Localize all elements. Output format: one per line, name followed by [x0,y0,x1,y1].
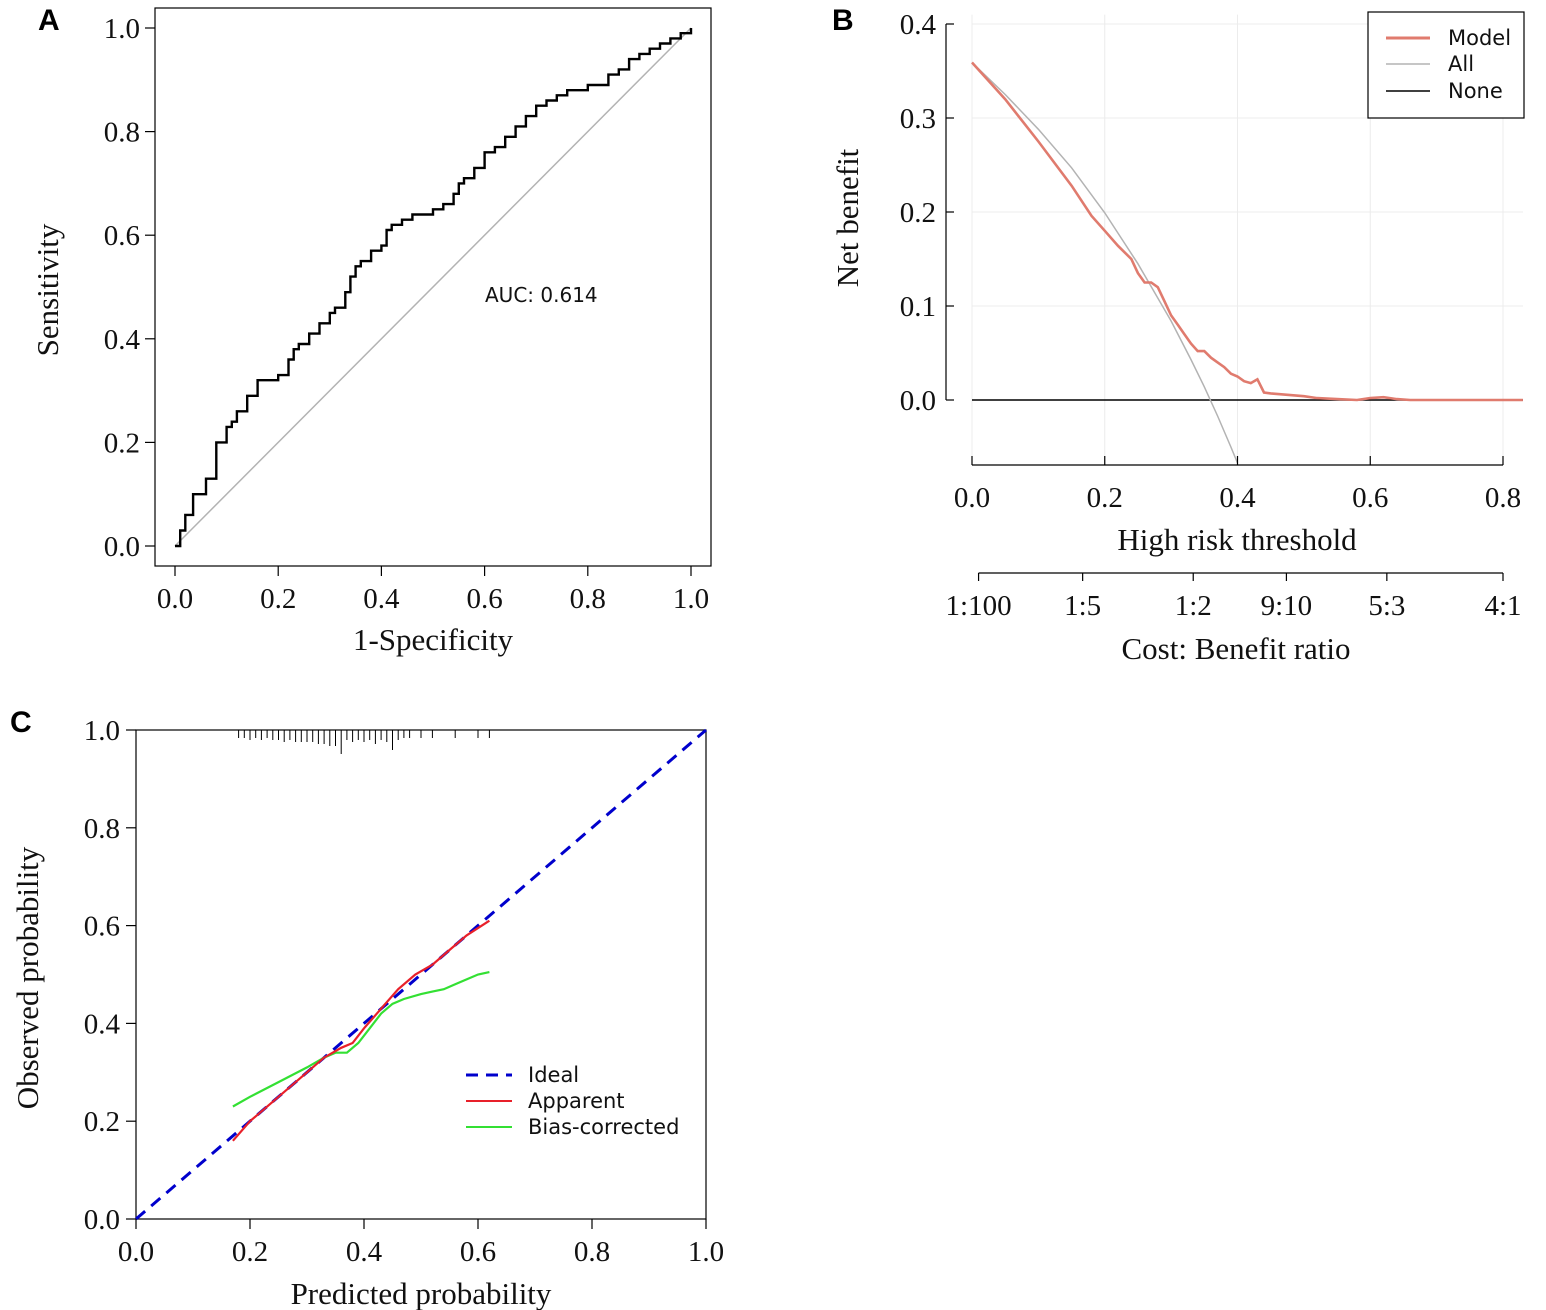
cost-benefit-axis: 1:100 1:5 1:2 9:10 5:3 4:1 [946,572,1522,622]
x-tick-label: 0.0 [954,482,990,514]
series-apparent-path [232,919,490,1142]
y-tick-label: 0.6 [84,911,120,943]
legend-label-apparent: Apparent [528,1089,625,1113]
panel-b-decision-curve: B 0.00.10.20.30.4 0.0 0.2 0.4 0.6 0.8 1:100 1… [830,4,1525,666]
x-tick-label: 0.2 [260,583,296,615]
legend-c: Ideal Apparent Bias-corrected [466,1063,679,1139]
y-tick-label: 0.6 [104,220,140,252]
x-axis-title-a: 1-Specificity [353,622,514,657]
x-tick-label: 0.6 [460,1236,496,1268]
cost-benefit-tick-label: 5:3 [1368,590,1405,622]
x-tick-label: 0.4 [363,583,400,615]
y-tick-label: 0.3 [900,103,936,135]
x-tick-label: 1.0 [673,583,709,615]
y-tick-label: 0.2 [104,427,140,459]
x-tick-label: 1.0 [688,1236,724,1268]
panel-letter-b: B [832,4,854,37]
y-tick-label: 1.0 [84,715,120,747]
y-tick-label: 0.0 [104,531,140,563]
plot-frame-a [154,7,712,567]
x-tick-label: 0.8 [570,583,606,615]
series-model-path [971,61,1523,402]
x-tick-label: 0.6 [1352,482,1388,514]
y-tick-label: 0.4 [900,9,937,41]
y-tick-label: 1.0 [104,13,140,45]
x-axis-b: 0.0 0.2 0.4 0.6 0.8 [954,456,1521,514]
legend-label-model: Model [1448,26,1511,50]
cost-benefit-tick-label: 1:2 [1175,590,1212,622]
y-axis-title-b: Net benefit [830,148,865,287]
legend-label-ideal: Ideal [528,1063,579,1087]
cost-benefit-tick-label: 4:1 [1484,590,1521,622]
y-tick-label: 0.4 [84,1008,121,1040]
y-axis-title-a: Sensitivity [30,223,65,356]
y-ticks-a: 0.0 0.2 0.4 0.6 0.8 1.0 [104,13,155,563]
series-all-path [971,61,1239,464]
series-ideal-path [135,728,707,1221]
x-tick-label: 0.0 [157,583,193,615]
x-tick-label: 0.2 [1087,482,1123,514]
reference-line-path [174,27,692,547]
y-tick-label: 0.8 [84,813,120,845]
y-tick-label: 0.0 [900,385,936,417]
y-tick-label: 0.1 [900,291,936,323]
series-b [971,61,1523,464]
series-c [135,728,707,1221]
y-tick-label: 0.0 [84,1204,120,1236]
cost-benefit-tick-label: 1:100 [946,590,1012,622]
cost-benefit-tick-label: 1:5 [1064,590,1101,622]
y-tick-label: 0.2 [900,197,936,229]
cost-benefit-axis-title: Cost: Benefit ratio [1121,631,1350,666]
x-tick-label: 0.2 [232,1236,268,1268]
panel-c-calibration-curve: C 0.0 0.2 0.4 0.6 0.8 1.0 0.00.20.40.60.81.0 … [10,706,724,1310]
x-tick-label: 0.6 [466,583,502,615]
series-bias-corrected-path [232,971,490,1108]
x-axis-title-b: High risk threshold [1117,522,1357,557]
y-tick-label: 0.4 [104,324,141,356]
legend-box-b [1367,11,1525,119]
x-ticks-c: 0.0 0.2 0.4 0.6 0.8 1.0 [118,1219,724,1268]
x-tick-label: 0.4 [1219,482,1256,514]
roc-curve-path [175,28,693,548]
x-tick-label: 0.8 [1485,482,1521,514]
panel-letter-c: C [10,706,32,739]
x-axis-title-c: Predicted probability [291,1276,552,1310]
legend-b: Model All None [1367,11,1525,119]
y-tick-label: 0.8 [104,117,140,149]
legend-label-none: None [1448,79,1503,103]
diagonal-reference-line [174,27,692,547]
roc-curve [175,28,693,548]
x-tick-label: 0.8 [574,1236,610,1268]
y-ticks-c: 0.0 0.2 0.4 0.6 0.8 1.0 [84,715,136,1236]
x-ticks-a: 0.0 0.2 0.4 0.6 0.8 1.0 [157,566,709,615]
plot-frame-c [135,729,707,1220]
y-axis-title-c: Observed probability [10,846,45,1109]
panel-letter-a: A [38,4,60,37]
cost-benefit-tick-label: 9:10 [1261,590,1313,622]
y-tick-label: 0.2 [84,1106,120,1138]
panel-a-roc-curve: A 0.0 0.2 0.4 0.6 0.8 1.0 0.00.20.40.60.81.0 … [30,4,712,657]
x-tick-label: 0.4 [346,1236,383,1268]
auc-annotation: AUC: 0.614 [485,283,598,307]
rug-marks [238,730,490,754]
legend-label-all: All [1448,52,1474,76]
x-tick-label: 0.0 [118,1236,154,1268]
y-ticks-b: 0.0 0.1 0.2 0.3 0.4 [900,9,954,417]
legend-label-bias-corrected: Bias-corrected [528,1115,679,1139]
